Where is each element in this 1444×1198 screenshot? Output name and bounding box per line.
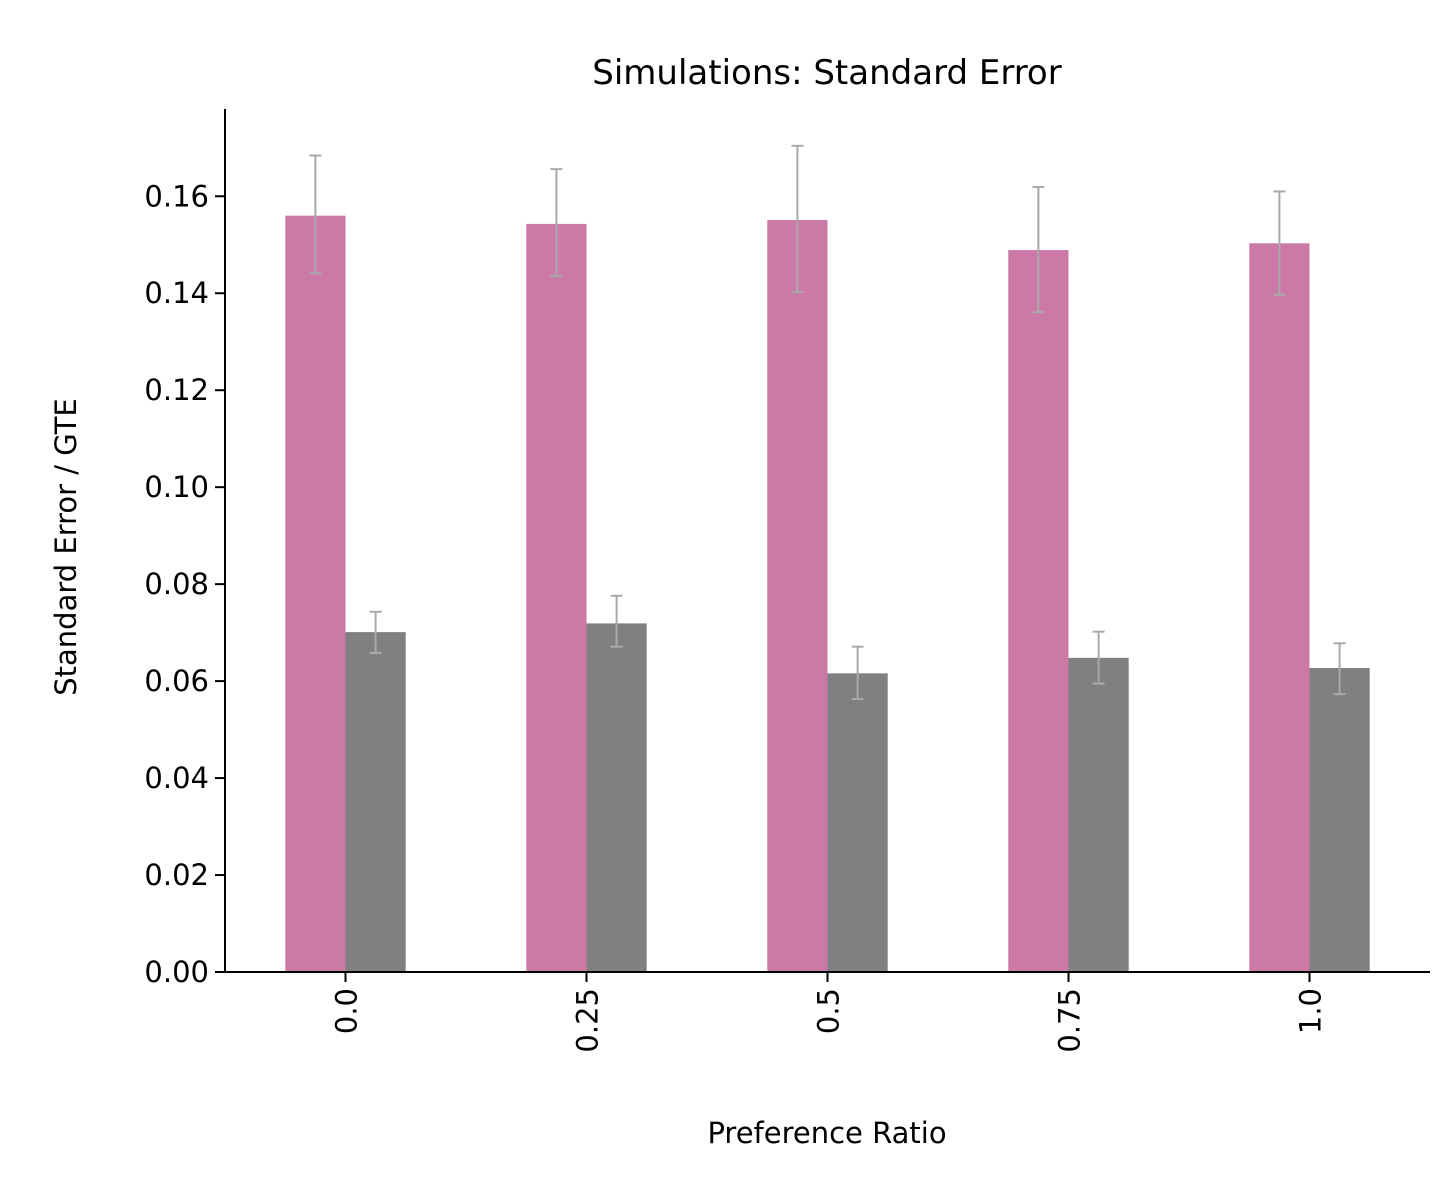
bar-series-2-0.75 xyxy=(1068,657,1129,972)
y-tick-label: 0.08 xyxy=(144,567,209,601)
error-bar-series-1-0.0 xyxy=(309,154,322,275)
y-tick-label: 0.02 xyxy=(144,858,209,892)
error-bar-series-1-0.5 xyxy=(791,144,804,294)
y-tick-label: 0.04 xyxy=(144,761,209,795)
y-tick-label: 0.10 xyxy=(144,470,209,504)
error-bar-series-2-0.0 xyxy=(369,610,382,654)
bar-series-1-0.75 xyxy=(1008,250,1069,973)
y-axis-title: Standard Error / GTE xyxy=(49,398,83,696)
error-bar-series-2-0.5 xyxy=(851,645,864,701)
y-tick-label: 0.06 xyxy=(144,664,209,698)
bar-series-2-1.0 xyxy=(1309,668,1370,972)
x-tick-label: 1.0 xyxy=(1294,988,1328,1034)
bar-series-1-0.5 xyxy=(767,220,828,973)
error-bar-series-2-0.25 xyxy=(610,594,623,648)
x-ticks: 0.0 0.25 0.5 0.75 1.0 xyxy=(330,972,1328,1053)
bar-series-1-0.0 xyxy=(285,215,346,973)
y-tick-label: 0.14 xyxy=(144,276,209,310)
y-tick-label: 0.00 xyxy=(144,955,209,989)
bar-series-1-1.0 xyxy=(1249,243,1310,972)
bar-series-2-0.5 xyxy=(827,673,888,972)
x-tick-label: 0.25 xyxy=(571,988,605,1053)
error-bar-series-2-0.75 xyxy=(1092,630,1105,685)
y-ticks: 0.00 0.02 0.04 0.06 0.08 0.10 0.12 0.14 0.16 xyxy=(144,179,225,989)
bar-series-2-0.0 xyxy=(345,632,406,972)
x-tick-label: 0.5 xyxy=(812,988,846,1034)
error-bar-series-1-1.0 xyxy=(1273,190,1286,296)
bar-series-2-0.25 xyxy=(586,623,647,972)
chart-title: Simulations: Standard Error xyxy=(592,53,1061,93)
error-bars-layer xyxy=(309,144,1346,701)
x-tick-label: 0.75 xyxy=(1053,988,1087,1053)
y-tick-label: 0.16 xyxy=(144,179,209,213)
x-tick-label: 0.0 xyxy=(330,988,364,1034)
error-bar-series-2-1.0 xyxy=(1333,642,1346,696)
bars-layer xyxy=(285,215,1370,973)
x-axis-title: Preference Ratio xyxy=(707,1116,946,1150)
bar-series-1-0.25 xyxy=(526,223,587,973)
error-bar-series-1-0.75 xyxy=(1032,186,1045,314)
error-bar-series-1-0.25 xyxy=(550,168,563,278)
y-tick-label: 0.12 xyxy=(144,373,209,407)
